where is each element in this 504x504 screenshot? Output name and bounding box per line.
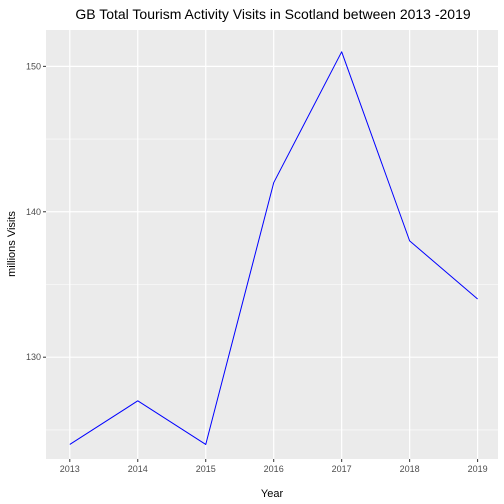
plot-panel bbox=[46, 30, 498, 459]
y-tick-label: 140 bbox=[26, 207, 41, 217]
series-layer bbox=[69, 51, 478, 445]
minor-gridlines bbox=[46, 138, 498, 431]
chart-title: GB Total Tourism Activity Visits in Scot… bbox=[75, 6, 471, 22]
y-tick-label: 130 bbox=[26, 352, 41, 362]
x-tick-label: 2019 bbox=[468, 464, 488, 474]
y-axis-title: millions Visits bbox=[6, 211, 18, 277]
x-tick-label: 2018 bbox=[400, 464, 420, 474]
x-tick-label: 2016 bbox=[264, 464, 284, 474]
x-axis-title: Year bbox=[261, 488, 284, 500]
x-tick-label: 2013 bbox=[60, 464, 80, 474]
x-tick-label: 2015 bbox=[196, 464, 216, 474]
y-tick-label: 150 bbox=[26, 61, 41, 71]
x-tick-label: 2017 bbox=[332, 464, 352, 474]
y-axis: 130 140 150 bbox=[26, 61, 46, 362]
major-gridlines bbox=[46, 30, 498, 459]
x-tick-label: 2014 bbox=[128, 464, 148, 474]
x-axis: 2013 2014 2015 2016 2017 2018 2019 bbox=[60, 459, 488, 474]
